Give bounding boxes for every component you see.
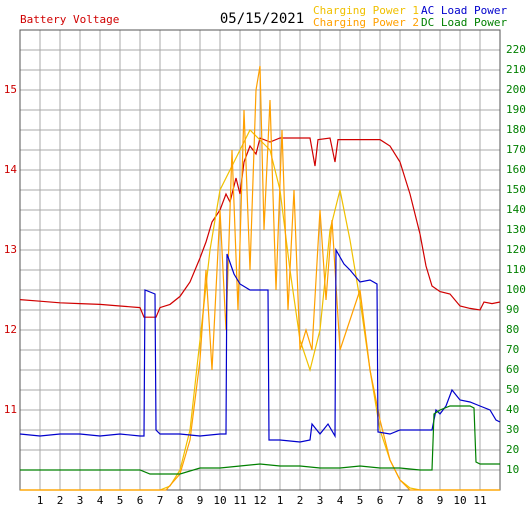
x-tick-label: 1 — [37, 494, 44, 507]
y2-tick-label: 80 — [506, 323, 519, 336]
y2-tick-label: 200 — [506, 83, 526, 96]
x-tick-label: 12 — [253, 494, 266, 507]
y2-tick-label: 140 — [506, 203, 526, 216]
chart-title: 05/15/2021 — [220, 11, 304, 27]
y2-tick-label: 20 — [506, 443, 519, 456]
y2-tick-label: 10 — [506, 463, 519, 476]
legend-entry: Battery Voltage — [20, 13, 119, 26]
x-tick-label: 3 — [77, 494, 84, 507]
x-tick-label: 6 — [377, 494, 384, 507]
y2-tick-label: 110 — [506, 263, 526, 276]
x-tick-label: 2 — [57, 494, 64, 507]
series-line — [19, 247, 501, 443]
y-tick-label: 13 — [4, 243, 17, 256]
x-tick-label: 3 — [317, 494, 324, 507]
x-tick-label: 8 — [417, 494, 424, 507]
y2-tick-label: 160 — [506, 163, 526, 176]
y2-tick-label: 40 — [506, 403, 519, 416]
y2-tick-label: 170 — [506, 143, 526, 156]
y2-tick-label: 180 — [506, 123, 526, 136]
x-tick-label: 8 — [177, 494, 184, 507]
series-line — [20, 65, 500, 491]
x-tick-label: 7 — [157, 494, 164, 507]
x-tick-label: 10 — [213, 494, 226, 507]
series-line — [19, 137, 501, 318]
series-line — [20, 405, 500, 475]
x-tick-label: 10 — [453, 494, 466, 507]
x-tick-label: 9 — [437, 494, 444, 507]
y2-tick-label: 90 — [506, 303, 519, 316]
legend-entry: DC Load Power — [421, 16, 507, 29]
y2-tick-label: 220 — [506, 43, 526, 56]
x-tick-label: 11 — [233, 494, 246, 507]
y2-tick-label: 120 — [506, 243, 526, 256]
x-tick-label: 1 — [277, 494, 284, 507]
x-tick-label: 11 — [473, 494, 486, 507]
x-tick-label: 9 — [197, 494, 204, 507]
x-tick-label: 5 — [117, 494, 124, 507]
y2-tick-label: 150 — [506, 183, 526, 196]
plot-frame — [19, 29, 501, 491]
y2-tick-label: 70 — [506, 343, 519, 356]
y2-tick-label: 210 — [506, 63, 526, 76]
legend-entry: AC Load Power — [421, 4, 507, 17]
x-tick-label: 6 — [137, 494, 144, 507]
y-tick-label: 11 — [4, 403, 17, 416]
x-tick-label: 5 — [357, 494, 364, 507]
legend-entry: Charging Power 2 — [313, 16, 419, 29]
y2-tick-label: 60 — [506, 363, 519, 376]
y2-tick-label: 190 — [506, 103, 526, 116]
x-tick-label: 4 — [97, 494, 104, 507]
y2-tick-label: 130 — [506, 223, 526, 236]
y-tick-label: 15 — [4, 83, 17, 96]
y-tick-label: 14 — [4, 163, 18, 176]
y-tick-label: 12 — [4, 323, 17, 336]
x-tick-label: 4 — [337, 494, 344, 507]
legend-entry: Charging Power 1 — [313, 4, 419, 17]
x-tick-label: 7 — [397, 494, 404, 507]
y2-tick-label: 100 — [506, 283, 526, 296]
x-tick-label: 2 — [297, 494, 304, 507]
y2-tick-label: 50 — [506, 383, 519, 396]
y2-tick-label: 30 — [506, 423, 519, 436]
